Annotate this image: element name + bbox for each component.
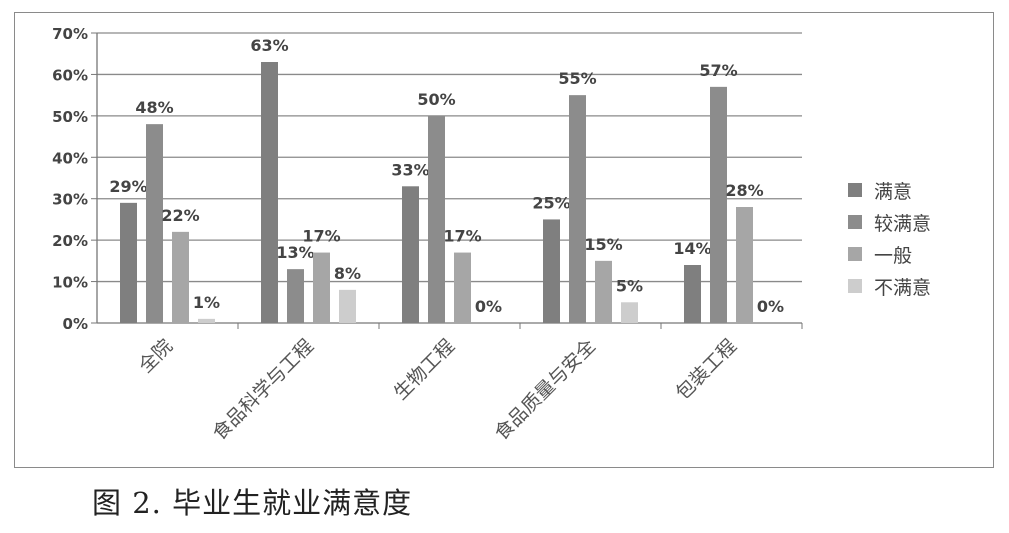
legend-swatch [848, 247, 862, 261]
bar-3 [454, 252, 471, 323]
bar-4 [339, 289, 356, 323]
y-tick-label: 0% [63, 315, 88, 333]
data-label: 5% [616, 276, 643, 295]
category-label: 食品质量与安全 [490, 335, 600, 445]
data-label: 8% [334, 264, 361, 283]
category-label: 生物工程 [390, 335, 459, 404]
bar-3 [736, 207, 753, 323]
data-label: 17% [443, 227, 481, 246]
data-label: 63% [250, 36, 288, 55]
legend-swatch [848, 279, 862, 293]
data-label: 28% [725, 181, 763, 200]
bar-1 [402, 186, 419, 323]
data-label: 1% [193, 293, 220, 312]
data-label: 17% [302, 227, 340, 246]
bar-2 [146, 124, 163, 324]
bar-4 [621, 302, 638, 323]
y-tick-label: 30% [52, 191, 88, 209]
legend-label: 较满意 [874, 213, 931, 235]
bar-1 [261, 62, 278, 323]
data-label: 15% [584, 235, 622, 254]
bar-2 [710, 86, 727, 323]
figure-caption: 图 2. 毕业生就业满意度 [92, 486, 413, 520]
bar-1 [543, 219, 560, 323]
bar-2 [569, 95, 586, 324]
legend-swatch [848, 183, 862, 197]
data-label: 50% [417, 90, 455, 109]
y-tick-label: 20% [52, 232, 88, 250]
category-label: 全院 [135, 335, 177, 377]
data-label: 29% [109, 177, 147, 196]
legend-label: 满意 [874, 181, 912, 203]
y-tick-label: 10% [52, 274, 88, 292]
bar-2 [428, 115, 445, 323]
bar-4 [198, 318, 215, 323]
legend-swatch [848, 215, 862, 229]
data-label: 55% [558, 69, 596, 88]
bar-3 [172, 231, 189, 323]
bar-chart: 0% 10% 20% 30% 40% 50% 60% 70% 29% 48% 22% 1% 全院 63% 1… [52, 25, 931, 445]
bar-3 [595, 260, 612, 323]
bar-2 [287, 269, 304, 323]
legend-label: 一般 [874, 245, 912, 267]
bar-1 [120, 202, 137, 323]
data-label: 25% [532, 193, 570, 212]
data-label: 22% [161, 206, 199, 225]
category-label: 食品科学与工程 [208, 335, 318, 445]
bar-3 [313, 252, 330, 323]
data-label: 57% [699, 61, 737, 80]
legend-label: 不满意 [874, 277, 931, 299]
data-label: 0% [757, 297, 784, 316]
data-label: 33% [391, 160, 429, 179]
bar-1 [684, 265, 701, 323]
category-label: 包装工程 [672, 335, 741, 404]
data-label: 14% [673, 239, 711, 258]
y-tick-label: 60% [52, 66, 88, 84]
y-tick-label: 40% [52, 149, 88, 167]
y-tick-label: 50% [52, 108, 88, 126]
y-tick-label: 70% [52, 25, 88, 43]
data-label: 13% [276, 243, 314, 262]
data-label: 0% [475, 297, 502, 316]
data-label: 48% [135, 98, 173, 117]
